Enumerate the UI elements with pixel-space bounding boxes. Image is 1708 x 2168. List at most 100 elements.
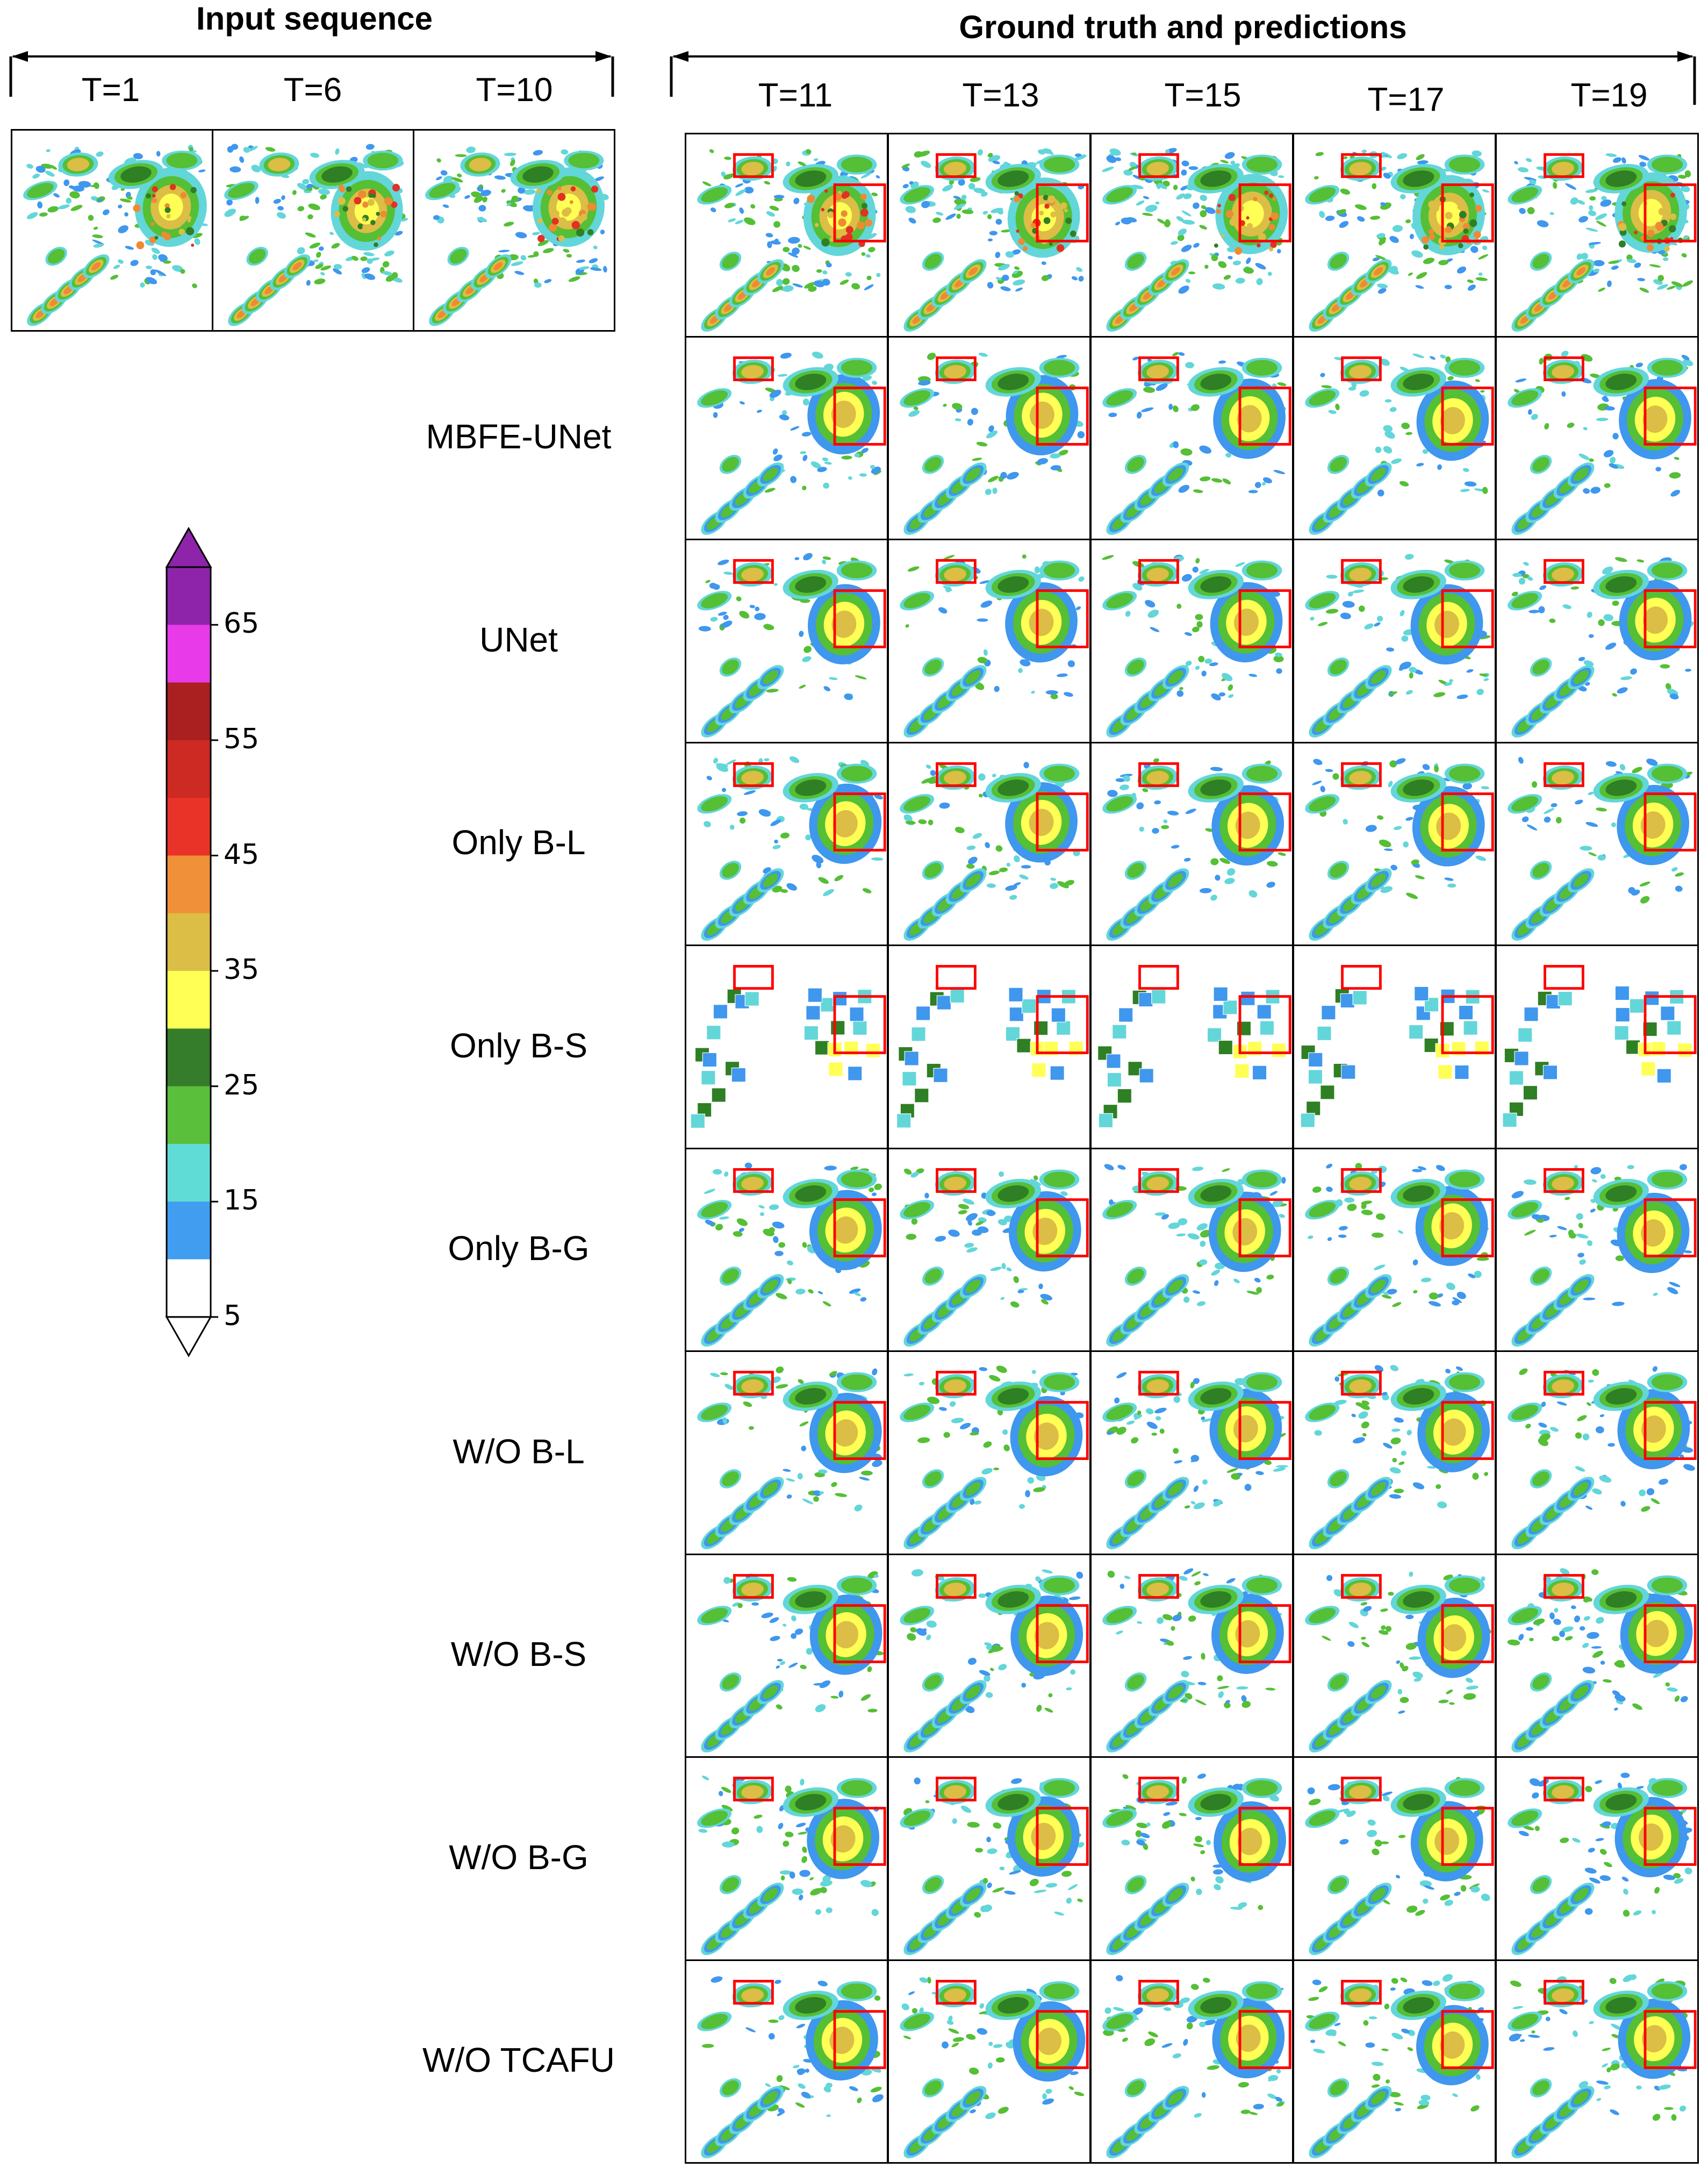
radar-map xyxy=(1300,965,1494,1128)
input-radar-panel xyxy=(413,129,615,332)
radar-map xyxy=(1508,756,1697,941)
prediction-panel xyxy=(1090,539,1294,743)
radar-map xyxy=(900,352,1089,535)
ground-truth-panel xyxy=(887,133,1091,338)
prediction-panel xyxy=(1495,335,1699,540)
colorbar-tick-label: 45 xyxy=(224,838,260,871)
prediction-panel xyxy=(1090,1959,1294,2164)
radar-map xyxy=(1508,1974,1697,2158)
prediction-panel xyxy=(1293,1959,1496,2164)
radar-map xyxy=(900,1569,1089,1752)
radar-map xyxy=(1102,758,1291,941)
ground-truth-bracket xyxy=(670,51,1696,105)
input-step-label: T=10 xyxy=(476,71,553,109)
prediction-panel xyxy=(685,1147,888,1352)
prediction-panel xyxy=(685,1553,888,1758)
radar-map xyxy=(1102,352,1291,535)
prediction-panel xyxy=(887,1350,1091,1555)
prediction-panel xyxy=(685,945,888,1149)
colorbar-tick-label: 55 xyxy=(224,722,260,755)
row-label: Only B-S xyxy=(449,1026,588,1065)
prediction-panel xyxy=(685,1350,888,1555)
prediction-panel xyxy=(1495,945,1699,1149)
prediction-panel xyxy=(1293,539,1496,743)
radar-map xyxy=(690,965,886,1129)
radar-map xyxy=(1305,554,1494,738)
output-step-label: T=11 xyxy=(758,77,833,114)
row-label: W/O B-G xyxy=(449,1837,589,1877)
prediction-panel xyxy=(1090,335,1294,540)
prediction-panel xyxy=(1293,1553,1496,1758)
input-step-label: T=6 xyxy=(283,71,342,109)
reflectivity-colorbar xyxy=(165,526,218,1357)
prediction-panel xyxy=(1495,741,1699,946)
prediction-panel xyxy=(1090,1553,1294,1758)
radar-map xyxy=(1508,153,1697,332)
radar-map xyxy=(1507,1568,1697,1752)
radar-map xyxy=(224,144,408,326)
prediction-panel xyxy=(887,1553,1091,1758)
radar-map xyxy=(1102,1568,1291,1752)
ground-truth-panel xyxy=(1495,133,1699,338)
radar-map xyxy=(1508,557,1697,738)
input-sequence-title: Input sequence xyxy=(196,1,433,37)
prediction-panel xyxy=(1090,945,1294,1149)
colorbar-tick-label: 35 xyxy=(224,954,260,986)
prediction-panel xyxy=(1495,1756,1699,1961)
radar-map xyxy=(1102,1974,1291,2158)
prediction-panel xyxy=(685,1756,888,1961)
prediction-panel xyxy=(685,1959,888,2164)
radar-map xyxy=(1097,965,1291,1128)
radar-map xyxy=(900,1977,1089,2158)
row-label: Only B-G xyxy=(448,1229,590,1268)
radar-map xyxy=(1305,1365,1494,1549)
prediction-panel xyxy=(685,741,888,946)
row-label: W/O TCAFU xyxy=(422,2041,615,2080)
radar-map xyxy=(1508,1163,1697,1347)
radar-map xyxy=(697,351,886,535)
input-sequence-bracket xyxy=(9,51,614,97)
radar-map xyxy=(1508,350,1697,535)
prediction-panel xyxy=(1090,1756,1294,1961)
colorbar-tick-label: 15 xyxy=(224,1184,260,1217)
row-label: MBFE-UNet xyxy=(426,417,612,456)
radar-map xyxy=(900,761,1089,941)
prediction-panel xyxy=(1090,741,1294,946)
prediction-panel xyxy=(1293,1147,1496,1352)
radar-map xyxy=(1102,1163,1291,1347)
row-label: Only B-L xyxy=(451,823,586,862)
prediction-panel xyxy=(1090,1147,1294,1352)
radar-map xyxy=(1502,965,1697,1128)
colorbar-tick-label: 5 xyxy=(224,1299,242,1332)
radar-map xyxy=(1508,1366,1697,1549)
radar-map xyxy=(697,1776,886,1955)
row-label: W/O B-S xyxy=(450,1635,587,1674)
prediction-panel xyxy=(887,1959,1091,2164)
radar-map xyxy=(1305,1777,1494,1955)
radar-map xyxy=(1305,1973,1494,2158)
output-step-label: T=15 xyxy=(1164,77,1241,114)
prediction-panel xyxy=(887,945,1091,1149)
ground-truth-panel xyxy=(685,133,888,338)
radar-map xyxy=(1305,1162,1494,1347)
radar-map xyxy=(697,756,886,941)
radar-map xyxy=(896,965,1089,1128)
radar-map xyxy=(1102,148,1291,332)
prediction-panel xyxy=(887,1756,1091,1961)
prediction-panel xyxy=(1495,1959,1699,2164)
radar-map xyxy=(1305,149,1494,332)
prediction-panel xyxy=(887,539,1091,743)
prediction-panel xyxy=(685,539,888,743)
radar-map xyxy=(900,148,1089,332)
radar-map xyxy=(900,554,1089,738)
radar-map xyxy=(23,145,209,326)
radar-map xyxy=(1305,1571,1494,1752)
radar-map xyxy=(697,1366,886,1549)
prediction-panel xyxy=(1495,1350,1699,1555)
radar-map xyxy=(1305,353,1494,535)
prediction-panel xyxy=(1495,1553,1699,1758)
radar-map xyxy=(1102,1773,1291,1955)
prediction-panel xyxy=(887,1147,1091,1352)
output-step-label: T=19 xyxy=(1570,77,1648,114)
radar-map xyxy=(697,1976,886,2158)
